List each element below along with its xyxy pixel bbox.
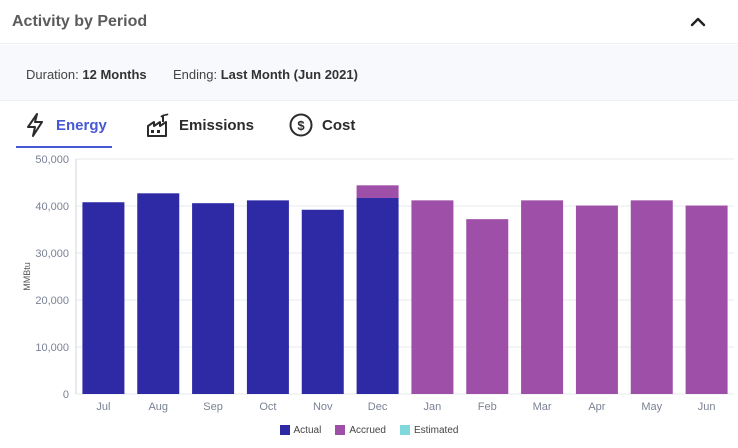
x-tick-label: May <box>641 401 662 413</box>
legend-accrued-label: Accrued <box>349 424 386 436</box>
x-tick-label: Apr <box>588 401 605 413</box>
dollar-coin-icon: $ <box>288 112 314 138</box>
legend-estimated[interactable]: Estimated <box>400 425 458 436</box>
metric-tabs: Energy Emissions $ Cost <box>0 102 738 148</box>
bar-accrued-apr <box>575 205 618 394</box>
ending-label: Ending: <box>173 67 218 82</box>
tab-emissions[interactable]: Emissions <box>145 102 260 148</box>
bar-actual-dec <box>356 198 399 394</box>
tab-cost-label: Cost <box>322 116 356 134</box>
y-tick-label: 50,000 <box>35 154 69 166</box>
bar-actual-jul <box>82 202 125 394</box>
bar-accrued-dec <box>356 185 399 199</box>
bar-actual-sep <box>192 203 235 394</box>
svg-text:$: $ <box>297 118 305 133</box>
legend-actual-label: Actual <box>293 424 322 436</box>
legend-actual-swatch <box>279 425 290 435</box>
duration-value: 12 Months <box>82 67 147 82</box>
collapse-button[interactable] <box>684 8 712 36</box>
x-tick-label: Jul <box>96 401 110 413</box>
legend-accrued[interactable]: Accrued <box>335 425 386 436</box>
x-tick-label: Dec <box>368 401 388 413</box>
y-tick-label: 10,000 <box>35 342 69 354</box>
panel-title: Activity by Period <box>12 13 148 30</box>
bar-actual-oct <box>246 200 289 394</box>
x-tick-label: Sep <box>203 401 223 413</box>
legend-actual[interactable]: Actual <box>279 424 322 436</box>
bar-accrued-mar <box>521 200 564 394</box>
x-tick-label: Nov <box>313 401 333 413</box>
y-tick-label: 30,000 <box>35 248 69 260</box>
y-tick-label: 20,000 <box>35 295 69 307</box>
x-tick-label: Aug <box>148 401 168 413</box>
legend-accrued-swatch <box>335 425 346 435</box>
ending-value: Last Month (Jun 2021) <box>220 67 358 82</box>
bar-accrued-feb <box>466 219 509 394</box>
duration-label: Duration: <box>26 67 79 82</box>
chevron-up-icon <box>690 17 706 27</box>
tab-emissions-label: Emissions <box>179 116 255 134</box>
ending: Ending: Last Month (Jun 2021) <box>173 67 358 82</box>
x-tick-label: Jun <box>698 401 716 413</box>
y-tick-label: 40,000 <box>35 201 69 213</box>
chart-legend: Actual Accrued Estimated <box>0 420 738 440</box>
panel-header: Activity by Period <box>0 0 738 44</box>
x-tick-label: Oct <box>259 401 276 413</box>
lightning-icon <box>22 112 48 138</box>
legend-estimated-label: Estimated <box>414 424 459 436</box>
x-tick-label: Feb <box>478 401 497 413</box>
x-tick-label: Jan <box>424 401 442 413</box>
tab-cost[interactable]: $ Cost <box>288 102 368 148</box>
tab-energy-label: Energy <box>56 116 107 134</box>
tab-energy[interactable]: Energy <box>16 102 112 148</box>
y-axis-label: MMBtu <box>22 262 32 291</box>
x-tick-label: Mar <box>533 401 552 413</box>
bar-accrued-jun <box>685 205 728 394</box>
energy-bar-chart: 0 10,000 20,000 30,000 40,000 50,000 MMBtu Jul A… <box>22 154 734 413</box>
bar-actual-nov <box>301 209 344 394</box>
duration: Duration: 12 Months <box>26 67 147 82</box>
period-summary: Duration: 12 Months Ending: Last Month (… <box>0 45 738 101</box>
legend-estimated-swatch <box>400 425 410 435</box>
bar-accrued-may <box>630 200 673 394</box>
bar-accrued-jan <box>411 200 454 394</box>
y-tick-label: 0 <box>63 389 69 401</box>
bar-actual-aug <box>137 193 180 394</box>
factory-icon <box>145 112 171 138</box>
